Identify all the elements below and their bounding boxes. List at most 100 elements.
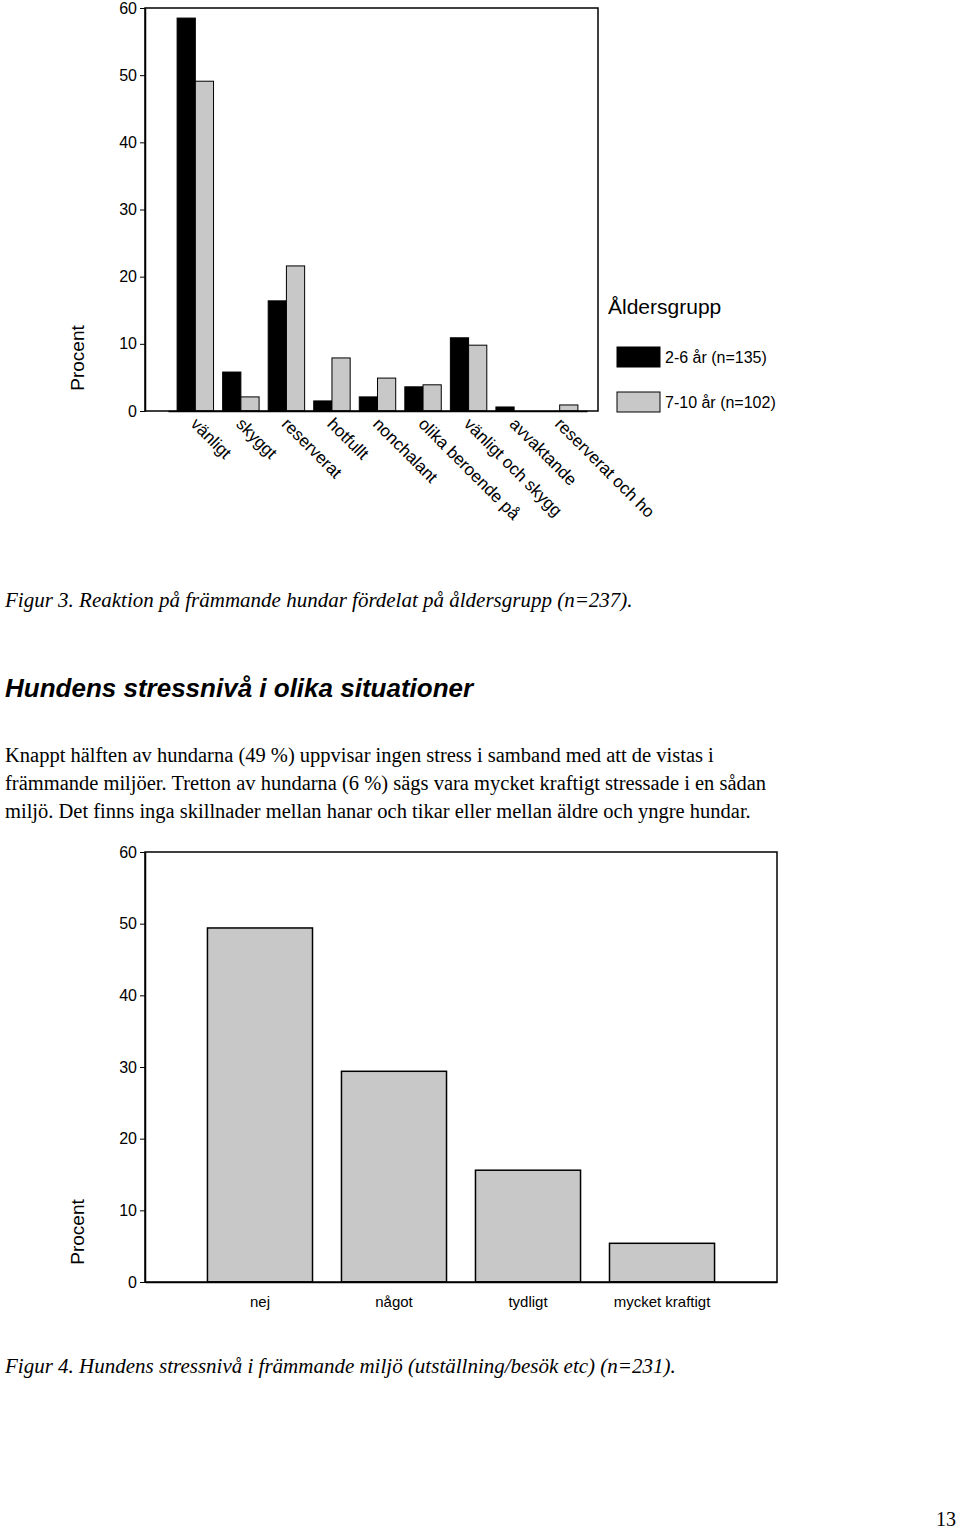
- x-tick: mycket kraftigt: [614, 1293, 712, 1310]
- bars: [177, 18, 578, 411]
- y-tick: 60: [119, 0, 145, 17]
- y-axis-title: Procent: [67, 1199, 88, 1265]
- x-tick-label: vänligt: [187, 415, 235, 463]
- legend-label: 2-6 år (n=135): [665, 349, 767, 366]
- page-canvas: 0 10 20 30 40 50 60 vänligtskyggtreserverathotf…: [0, 0, 960, 1534]
- heading: Hundens stressnivå i olika situationer: [5, 673, 475, 703]
- page: 0 10 20 30 40 50 60 vänligtskyggtreserverathotf…: [0, 0, 960, 1534]
- bar: [405, 387, 423, 411]
- x-tick: reserverat och ho: [551, 415, 658, 522]
- y-tick-mark: [140, 142, 145, 143]
- bar: [341, 1071, 446, 1282]
- y-tick-mark: [140, 277, 145, 278]
- x-axis: vänligtskyggtreserverathotfulltnonchalan…: [169, 412, 659, 524]
- y-tick-mark: [140, 344, 145, 345]
- y-tick-mark: [140, 995, 145, 996]
- y-tick-mark: [140, 8, 145, 9]
- figure-caption: Figur 4. Hundens stressnivå i främmande …: [4, 1354, 676, 1378]
- legend-swatch: [617, 347, 660, 367]
- x-tick-label: reserverat och ho: [551, 415, 658, 522]
- y-tick-mark: [140, 411, 145, 412]
- bar: [207, 928, 312, 1282]
- y-tick-mark: [140, 852, 145, 853]
- x-tick-label: nej: [250, 1293, 270, 1310]
- legend-title: Åldersgrupp: [608, 295, 721, 318]
- x-axis-line: [169, 411, 588, 413]
- bars: [207, 928, 714, 1282]
- x-tick: något: [375, 1293, 413, 1310]
- y-axis: 0 10 20 30 40 50 60: [119, 844, 145, 1291]
- bar: [378, 378, 396, 411]
- x-tick: tydligt: [508, 1293, 548, 1310]
- bar: [314, 401, 332, 411]
- paragraph-line: miljö. Det finns inga skillnader mellan …: [5, 800, 751, 823]
- x-tick: skyggt: [232, 415, 280, 463]
- y-tick-label: 10: [119, 1202, 137, 1219]
- legend: Åldersgrupp 2-6 år (n=135) 7-10 år (n=102): [608, 295, 776, 412]
- page-number: 13: [936, 1508, 956, 1530]
- bar: [475, 1170, 580, 1282]
- chart: 0 10 20 30 40 50 60 vänligtskyggtreserverathotf…: [67, 0, 776, 524]
- y-tick-mark: [140, 1210, 145, 1211]
- x-tick: nej: [250, 1293, 270, 1310]
- chart: 0 10 20 30 40 50 60 nej något tydligt mycket kraft…: [67, 844, 778, 1310]
- bar: [268, 301, 286, 411]
- x-tick-label: mycket kraftigt: [614, 1293, 712, 1310]
- y-tick: 20: [119, 268, 145, 285]
- plot-frame: [145, 852, 777, 1282]
- y-tick-mark: [140, 924, 145, 925]
- y-tick-label: 40: [119, 134, 137, 151]
- y-axis: 0 10 20 30 40 50 60: [119, 0, 145, 420]
- y-tick: 50: [119, 915, 145, 932]
- y-tick-mark: [140, 210, 145, 211]
- paragraph-line: Knappt hälften av hundarna (49 %) uppvis…: [5, 744, 714, 767]
- y-tick-label: 0: [128, 1274, 137, 1291]
- plot-frame: [145, 8, 598, 411]
- x-tick-label: tydligt: [508, 1293, 548, 1310]
- paragraph-line: främmande miljöer. Tretton av hundarna (…: [5, 772, 766, 795]
- y-tick-label: 40: [119, 987, 137, 1004]
- legend-swatch: [617, 392, 660, 412]
- y-tick-mark: [140, 1139, 145, 1140]
- y-tick-label: 20: [119, 268, 137, 285]
- x-tick: hotfullt: [324, 415, 373, 464]
- y-tick-mark: [140, 75, 145, 76]
- y-tick: 20: [119, 1130, 145, 1147]
- x-axis-line: [146, 1282, 778, 1284]
- y-tick-label: 50: [119, 67, 137, 84]
- bar: [423, 385, 441, 411]
- bar: [359, 397, 377, 411]
- bar: [469, 345, 487, 411]
- y-tick: 60: [119, 844, 145, 861]
- bar: [332, 358, 350, 411]
- y-tick-label: 60: [119, 844, 137, 861]
- bar: [609, 1243, 714, 1282]
- y-tick-label: 30: [119, 1059, 137, 1076]
- y-tick-label: 30: [119, 201, 137, 218]
- x-tick-label: hotfullt: [324, 415, 373, 464]
- x-tick: vänligt: [187, 415, 235, 463]
- bar: [560, 405, 578, 411]
- y-axis-title: Procent: [67, 325, 88, 391]
- y-tick: 30: [119, 1059, 145, 1076]
- y-tick-label: 60: [119, 0, 137, 17]
- y-tick-label: 10: [119, 335, 137, 352]
- bar: [223, 372, 241, 411]
- bar: [241, 397, 259, 411]
- y-tick: 10: [119, 1202, 145, 1219]
- y-tick: 40: [119, 134, 145, 151]
- y-tick-mark: [140, 1282, 145, 1283]
- y-tick-mark: [140, 1067, 145, 1068]
- x-tick-label: skyggt: [232, 415, 280, 463]
- legend-label: 7-10 år (n=102): [665, 394, 776, 411]
- y-tick: 0: [128, 403, 145, 420]
- y-tick: 0: [128, 1274, 145, 1291]
- figure-caption: Figur 3. Reaktion på främmande hundar fö…: [4, 588, 633, 612]
- bar: [286, 266, 304, 411]
- y-tick-label: 20: [119, 1130, 137, 1147]
- y-tick-label: 50: [119, 915, 137, 932]
- bar: [450, 338, 468, 411]
- x-axis: nej något tydligt mycket kraftigt: [146, 1283, 778, 1310]
- y-tick: 50: [119, 67, 145, 84]
- bar: [195, 81, 213, 411]
